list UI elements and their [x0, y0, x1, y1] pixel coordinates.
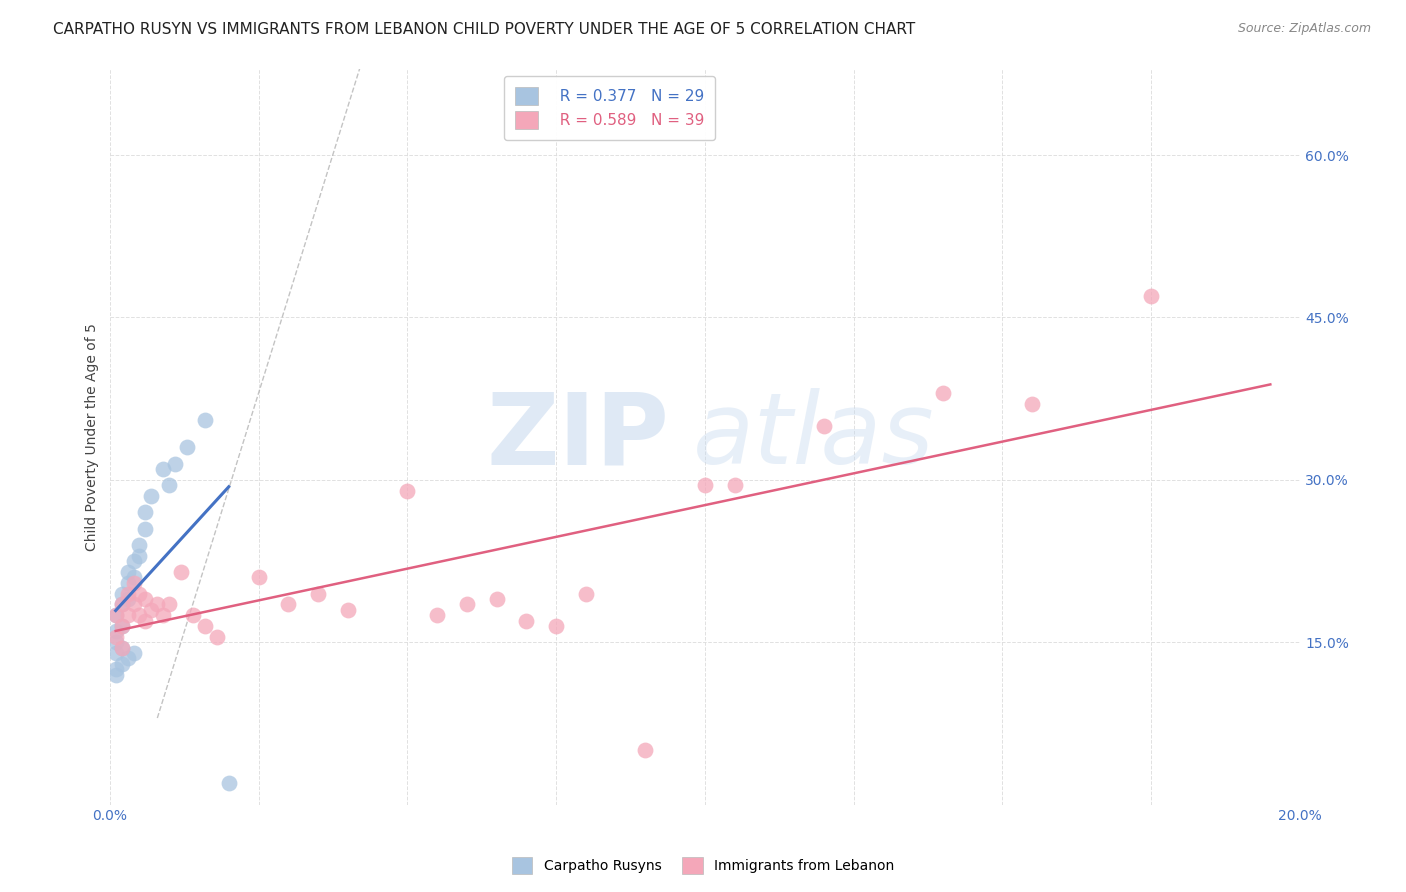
Point	[152, 462, 174, 476]
Point	[128, 586, 150, 600]
Legend: Carpatho Rusyns, Immigrants from Lebanon: Carpatho Rusyns, Immigrants from Lebanon	[505, 850, 901, 880]
Point	[141, 603, 163, 617]
Text: Source: ZipAtlas.com: Source: ZipAtlas.com	[1237, 22, 1371, 36]
Point	[176, 441, 198, 455]
Point	[1140, 289, 1163, 303]
Point	[122, 646, 145, 660]
Point	[456, 598, 478, 612]
Point	[122, 554, 145, 568]
Point	[128, 538, 150, 552]
Point	[117, 591, 139, 606]
Point	[128, 549, 150, 563]
Point	[141, 489, 163, 503]
Point	[122, 575, 145, 590]
Point	[122, 598, 145, 612]
Point	[104, 646, 127, 660]
Point	[134, 614, 156, 628]
Point	[111, 657, 134, 671]
Point	[104, 667, 127, 681]
Point	[426, 608, 449, 623]
Point	[396, 483, 419, 498]
Text: ZIP: ZIP	[486, 388, 669, 485]
Point	[117, 651, 139, 665]
Point	[307, 586, 329, 600]
Point	[111, 619, 134, 633]
Point	[117, 575, 139, 590]
Point	[111, 640, 134, 655]
Point	[693, 478, 716, 492]
Point	[104, 662, 127, 676]
Point	[218, 776, 240, 790]
Point	[181, 608, 204, 623]
Y-axis label: Child Poverty Under the Age of 5: Child Poverty Under the Age of 5	[86, 323, 100, 550]
Point	[104, 608, 127, 623]
Point	[546, 619, 568, 633]
Point	[165, 457, 187, 471]
Point	[104, 608, 127, 623]
Point	[634, 743, 657, 757]
Point	[134, 505, 156, 519]
Point	[128, 608, 150, 623]
Point	[104, 635, 127, 649]
Point	[122, 570, 145, 584]
Point	[104, 624, 127, 639]
Point	[157, 598, 180, 612]
Point	[104, 630, 127, 644]
Point	[205, 630, 228, 644]
Point	[111, 598, 134, 612]
Point	[111, 586, 134, 600]
Point	[1021, 397, 1043, 411]
Point	[277, 598, 299, 612]
Point	[134, 522, 156, 536]
Point	[157, 478, 180, 492]
Point	[813, 418, 835, 433]
Point	[485, 591, 508, 606]
Point	[194, 413, 217, 427]
Point	[724, 478, 747, 492]
Point	[170, 565, 193, 579]
Point	[515, 614, 537, 628]
Point	[111, 640, 134, 655]
Point	[111, 598, 134, 612]
Text: atlas: atlas	[693, 388, 935, 485]
Text: CARPATHO RUSYN VS IMMIGRANTS FROM LEBANON CHILD POVERTY UNDER THE AGE OF 5 CORRE: CARPATHO RUSYN VS IMMIGRANTS FROM LEBANO…	[53, 22, 915, 37]
Point	[117, 565, 139, 579]
Point	[117, 586, 139, 600]
Legend:   R = 0.377   N = 29,   R = 0.589   N = 39: R = 0.377 N = 29, R = 0.589 N = 39	[505, 76, 716, 140]
Point	[134, 591, 156, 606]
Point	[194, 619, 217, 633]
Point	[575, 586, 598, 600]
Point	[336, 603, 359, 617]
Point	[117, 608, 139, 623]
Point	[932, 386, 955, 401]
Point	[111, 619, 134, 633]
Point	[152, 608, 174, 623]
Point	[146, 598, 169, 612]
Point	[247, 570, 270, 584]
